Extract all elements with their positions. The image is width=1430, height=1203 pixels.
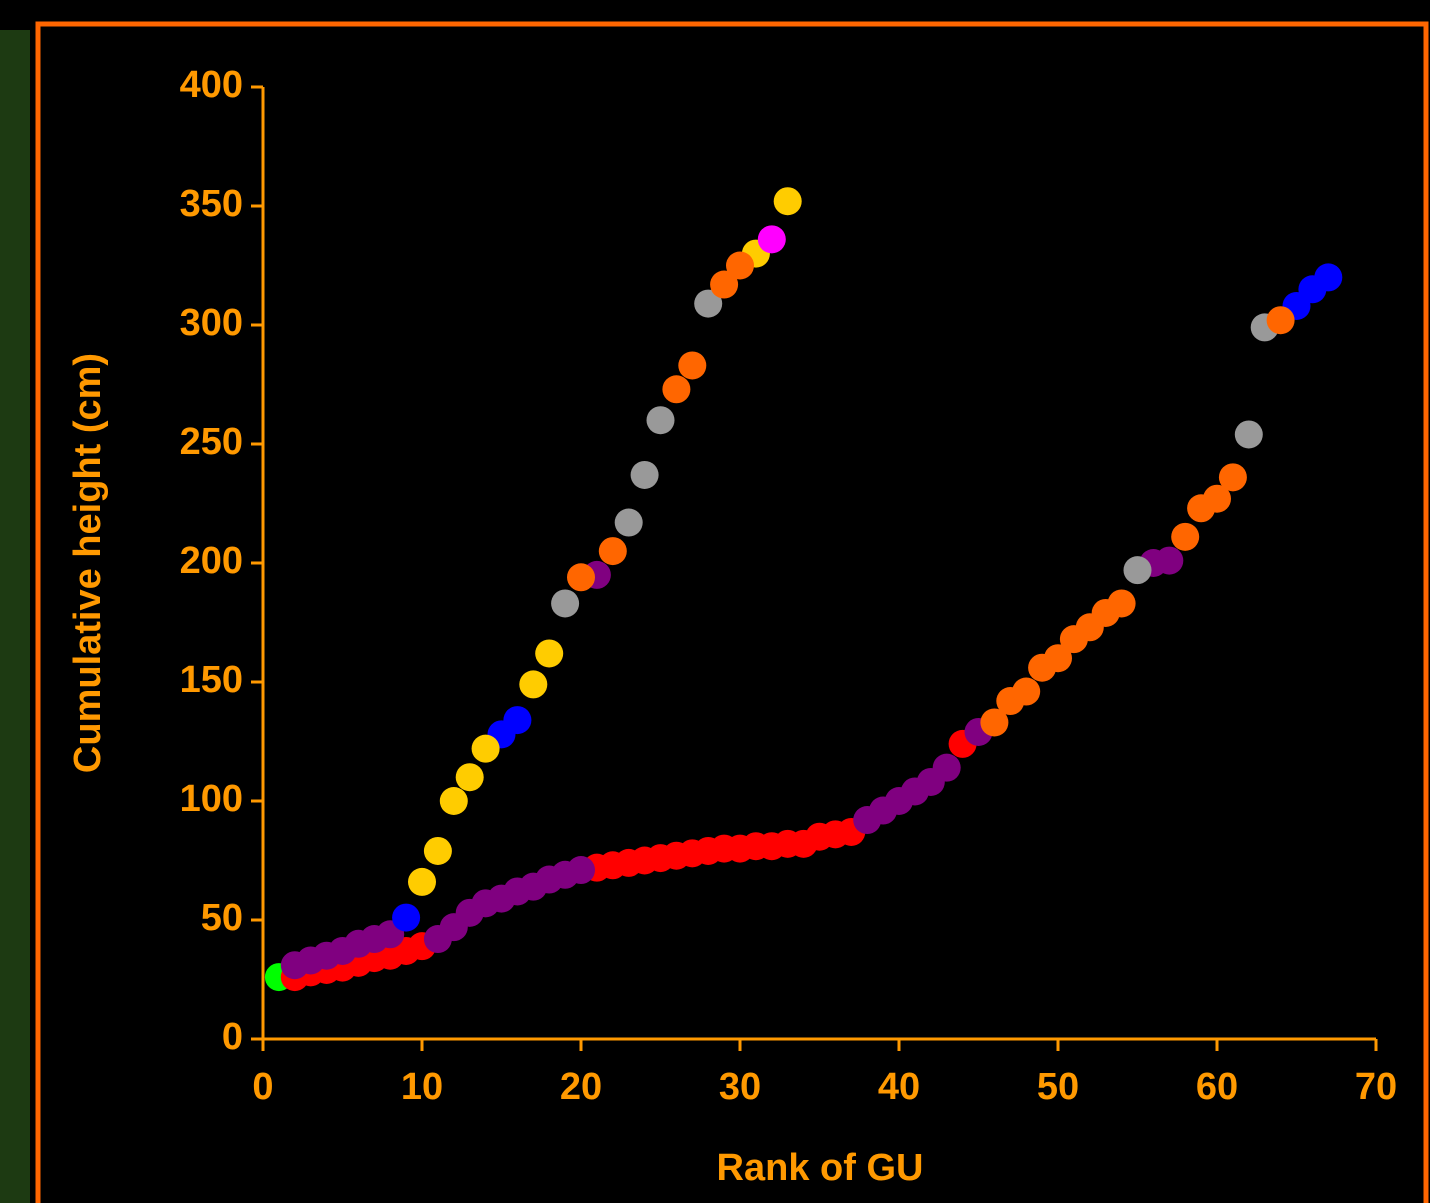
point [662, 375, 691, 404]
x-tick-label: 10 [401, 1066, 443, 1108]
point [503, 706, 532, 735]
point [455, 763, 484, 792]
point [1234, 420, 1263, 449]
y-tick-label: 100 [180, 778, 243, 820]
x-axis-title: Rank of GU [717, 1147, 924, 1189]
x-tick-label: 0 [252, 1066, 273, 1108]
point [694, 289, 723, 318]
x-tick-label: 30 [719, 1066, 761, 1108]
x-tick-label: 60 [1196, 1066, 1238, 1108]
point [630, 460, 659, 489]
point [1044, 644, 1072, 673]
point [423, 836, 452, 865]
point [392, 903, 421, 932]
point [1107, 589, 1136, 618]
point [932, 753, 961, 782]
x-tick-label: 70 [1355, 1066, 1397, 1108]
point [598, 537, 627, 566]
point [646, 406, 675, 435]
point [773, 187, 802, 216]
point [614, 508, 643, 537]
point [551, 589, 580, 618]
point [710, 270, 739, 299]
point [535, 639, 564, 668]
y-tick-label: 50 [201, 897, 243, 939]
point [1171, 522, 1200, 551]
y-tick-label: 250 [180, 421, 243, 463]
point [471, 734, 500, 763]
point [678, 351, 707, 380]
point [519, 670, 548, 699]
x-tick-label: 50 [1037, 1066, 1079, 1108]
point [408, 867, 436, 896]
point [757, 225, 786, 254]
point [567, 856, 595, 885]
x-tick-label: 40 [878, 1066, 920, 1108]
point [1266, 306, 1295, 335]
point [439, 787, 468, 815]
y-axis-title: Cumulative height (cm) [67, 353, 109, 773]
point [567, 563, 595, 592]
point [1155, 546, 1184, 575]
y-tick-label: 0 [222, 1016, 243, 1058]
point [1218, 463, 1247, 492]
point [1314, 263, 1343, 292]
y-tick-label: 300 [180, 302, 243, 344]
y-tick-label: 400 [180, 64, 243, 106]
point [1123, 556, 1152, 585]
point [726, 251, 754, 280]
x-tick-label: 20 [560, 1066, 602, 1108]
y-tick-label: 200 [180, 540, 243, 582]
photo-strip [0, 30, 30, 1203]
point [980, 708, 1009, 737]
frame [35, 21, 1429, 1203]
point [1203, 484, 1231, 513]
y-tick-label: 350 [180, 183, 243, 225]
y-tick-label: 150 [180, 659, 243, 701]
point [1012, 677, 1041, 706]
